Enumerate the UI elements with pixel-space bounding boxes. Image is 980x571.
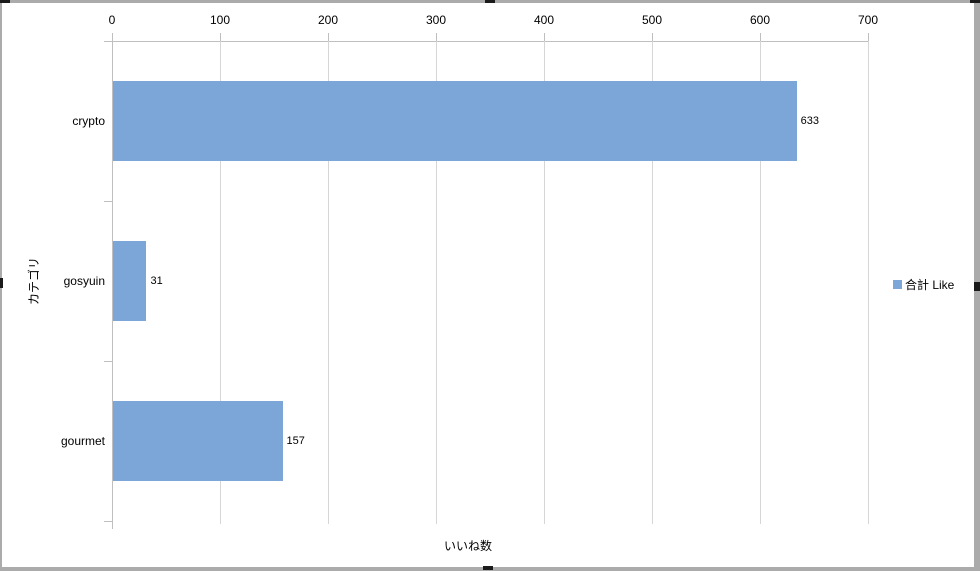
legend-entry-label: 合計 Like (905, 277, 955, 292)
value-axis-tick-100 (220, 33, 221, 41)
legend[interactable]: 合計 Like (893, 277, 955, 292)
value-axis-tick-200 (328, 33, 329, 41)
category-label-crypto: crypto (72, 114, 105, 128)
bar-gosyuin[interactable] (113, 241, 147, 321)
value-axis-tick-label-400: 400 (533, 13, 555, 27)
bar-gourmet[interactable] (113, 401, 283, 481)
value-axis-tick-label-200: 200 (317, 13, 339, 27)
gridline-x-300 (436, 41, 437, 524)
resize-handle-top-left[interactable] (0, 0, 10, 3)
value-axis-tick-500 (652, 33, 653, 41)
value-axis-tick-label-0: 0 (108, 13, 116, 27)
gridline-x-600 (760, 41, 761, 524)
x-axis-title: いいね数 (443, 539, 492, 553)
y-axis-title: カテゴリ (27, 257, 41, 306)
data-label-gourmet: 157 (286, 435, 305, 447)
category-axis-tick-3 (104, 521, 112, 522)
resize-handle-bottom-middle[interactable] (483, 566, 493, 570)
value-axis-tick-0 (112, 33, 113, 41)
gridline-x-700 (868, 41, 869, 524)
gridline-x-200 (328, 41, 329, 524)
resize-handle-right-middle[interactable] (974, 282, 980, 291)
category-label-gourmet: gourmet (60, 434, 105, 448)
resize-handle-top-right[interactable] (970, 0, 980, 3)
value-axis-line (112, 41, 869, 42)
value-axis-tick-label-100: 100 (209, 13, 231, 27)
data-label-crypto: 633 (800, 115, 819, 127)
value-axis-tick-label-700: 700 (857, 13, 879, 27)
bar-crypto[interactable] (113, 81, 797, 161)
gridline-x-500 (652, 41, 653, 524)
value-axis-tick-400 (544, 33, 545, 41)
value-axis-tick-label-500: 500 (641, 13, 663, 27)
resize-handle-left-middle[interactable] (0, 278, 3, 288)
value-axis-tick-700 (868, 33, 869, 41)
category-axis-tick-0 (104, 41, 112, 42)
gridline-x-100 (220, 41, 221, 524)
value-axis-tick-300 (436, 33, 437, 41)
category-label-gosyuin: gosyuin (63, 274, 105, 288)
category-axis-line (112, 33, 113, 529)
value-axis-tick-600 (760, 33, 761, 41)
value-axis-tick-label-300: 300 (425, 13, 447, 27)
value-axis-tick-label-600: 600 (749, 13, 771, 27)
category-axis-tick-2 (104, 361, 112, 362)
data-label-gosyuin: 31 (150, 275, 163, 287)
gridline-x-400 (544, 41, 545, 524)
resize-handle-top-middle[interactable] (485, 0, 495, 3)
category-axis-tick-1 (104, 201, 112, 202)
legend-swatch (893, 279, 902, 289)
